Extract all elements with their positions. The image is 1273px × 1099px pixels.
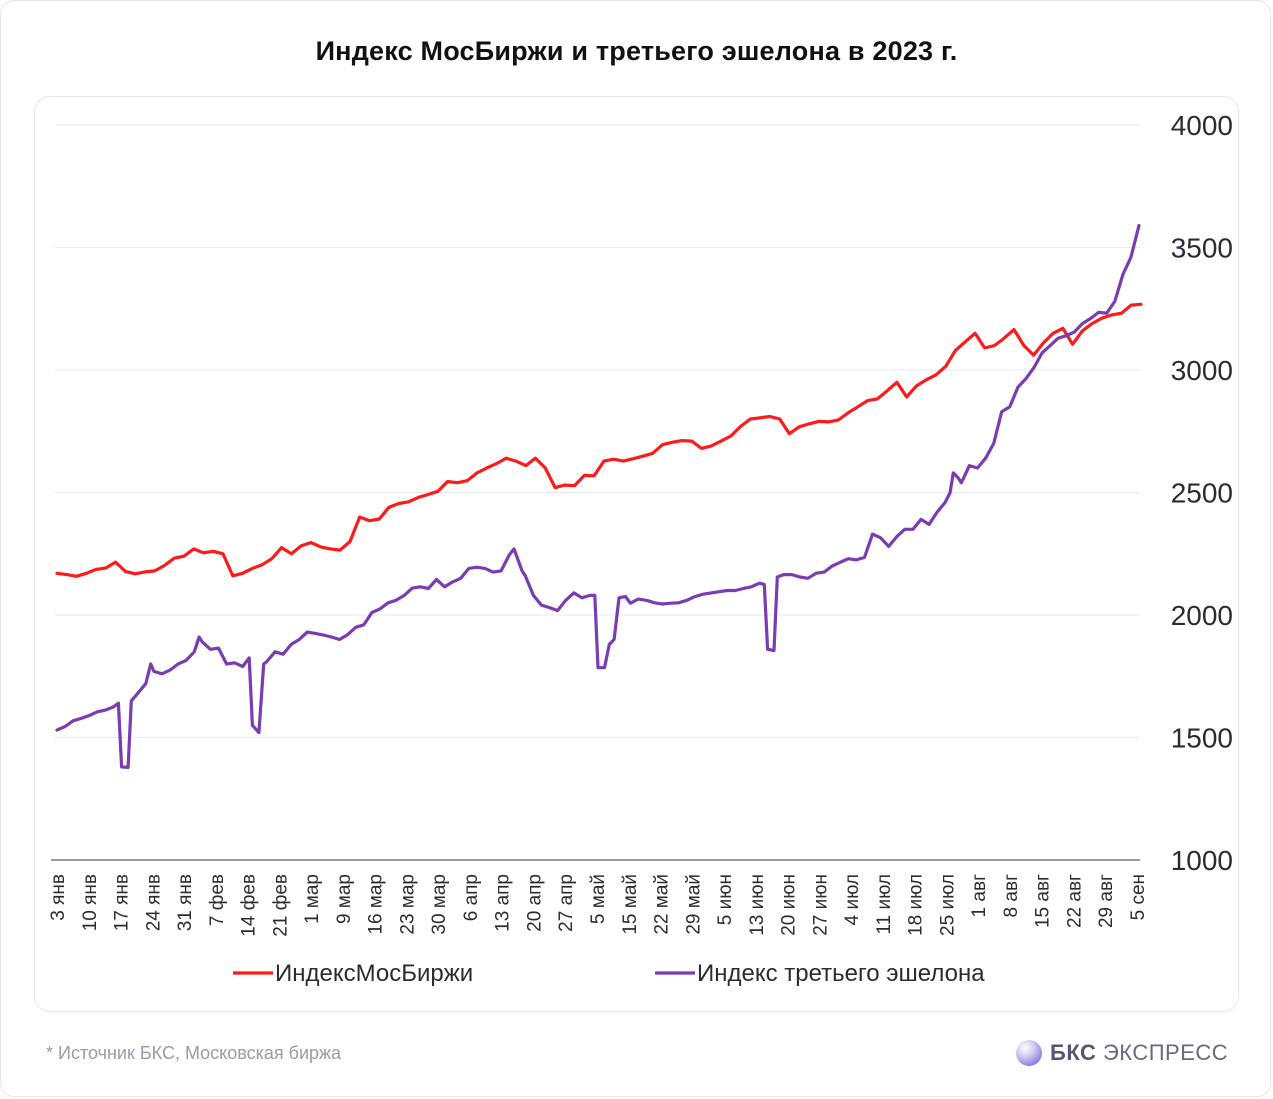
x-tick-label: 30 мар (429, 874, 450, 935)
series-line-third-tier (55, 223, 1141, 769)
x-tick-label: 29 май (683, 874, 704, 935)
x-tick-label: 10 янв (80, 874, 101, 931)
brand-logo: БКС ЭКСПРЕСС (1016, 1038, 1228, 1068)
x-tick-label: 27 июн (810, 874, 831, 936)
source-note: * Источник БКС, Московская биржа (46, 1043, 342, 1063)
x-tick-label: 29 авг (1096, 874, 1117, 928)
line-chart: 4000 3500 3000 2500 2000 1500 1000 3 янв 10 янв 1… (48, 110, 1233, 987)
x-tick-label: 9 мар (334, 874, 355, 924)
x-tick-label: 21 фев (270, 874, 291, 937)
x-tick-label: 3 янв (48, 874, 69, 921)
brand-rest: ЭКСПРЕСС (1102, 1040, 1229, 1065)
x-tick-label: 17 янв (112, 874, 133, 931)
x-tick-label: 18 июл (906, 874, 927, 936)
x-tick-label: 15 май (620, 874, 641, 935)
y-tick-label: 4000 (1171, 110, 1233, 141)
x-tick-label: 1 авг (969, 874, 990, 918)
x-tick-label: 1 мар (302, 874, 323, 924)
x-tick-label: 6 апр (461, 874, 482, 921)
legend-label: ИндексМосБиржи (275, 960, 473, 987)
y-tick-label: 2500 (1171, 478, 1233, 509)
x-tick-label: 8 авг (1001, 874, 1022, 918)
x-tick-label: 5 май (588, 874, 609, 924)
brand-text: БКС ЭКСПРЕСС (1050, 1040, 1228, 1066)
x-tick-label: 5 июн (715, 874, 736, 925)
y-tick-label: 1000 (1171, 845, 1233, 876)
x-tick-label: 31 янв (175, 874, 196, 931)
series-line-moex (55, 302, 1143, 578)
y-tick-label: 3500 (1171, 233, 1233, 264)
x-tick-label: 4 июл (842, 874, 863, 925)
x-tick-label: 22 авг (1064, 874, 1085, 928)
brand-bold: БКС (1050, 1040, 1097, 1065)
brand-sphere-icon (1016, 1040, 1042, 1066)
x-tick-label: 14 фев (239, 874, 260, 937)
x-tick-label: 20 апр (524, 874, 545, 932)
y-tick-label: 1500 (1171, 723, 1233, 754)
chart-title: Индекс МосБиржи и третьего эшелона в 202… (315, 36, 958, 66)
x-tick-label: 15 авг (1033, 874, 1054, 928)
x-tick-label: 22 май (652, 874, 673, 935)
x-tick-label: 24 янв (143, 874, 164, 931)
x-tick-label: 5 сен (1128, 874, 1149, 920)
x-tick-label: 20 июн (779, 874, 800, 936)
x-tick-label: 13 апр (493, 874, 514, 932)
y-tick-label: 3000 (1171, 355, 1233, 386)
x-tick-label: 11 июл (874, 874, 895, 935)
legend-label: Индекс третьего эшелона (697, 960, 985, 987)
y-tick-label: 2000 (1171, 600, 1233, 631)
chart-card: 4000 3500 3000 2500 2000 1500 1000 3 янв 10 янв 1… (34, 96, 1239, 1012)
x-tick-label: 7 фев (207, 874, 228, 926)
x-tick-label: 16 мар (366, 874, 387, 935)
x-tick-label: 27 апр (556, 874, 577, 932)
x-tick-label: 23 мар (397, 874, 418, 935)
x-tick-label: 25 июл (937, 874, 958, 936)
x-tick-label: 13 июн (747, 874, 768, 936)
